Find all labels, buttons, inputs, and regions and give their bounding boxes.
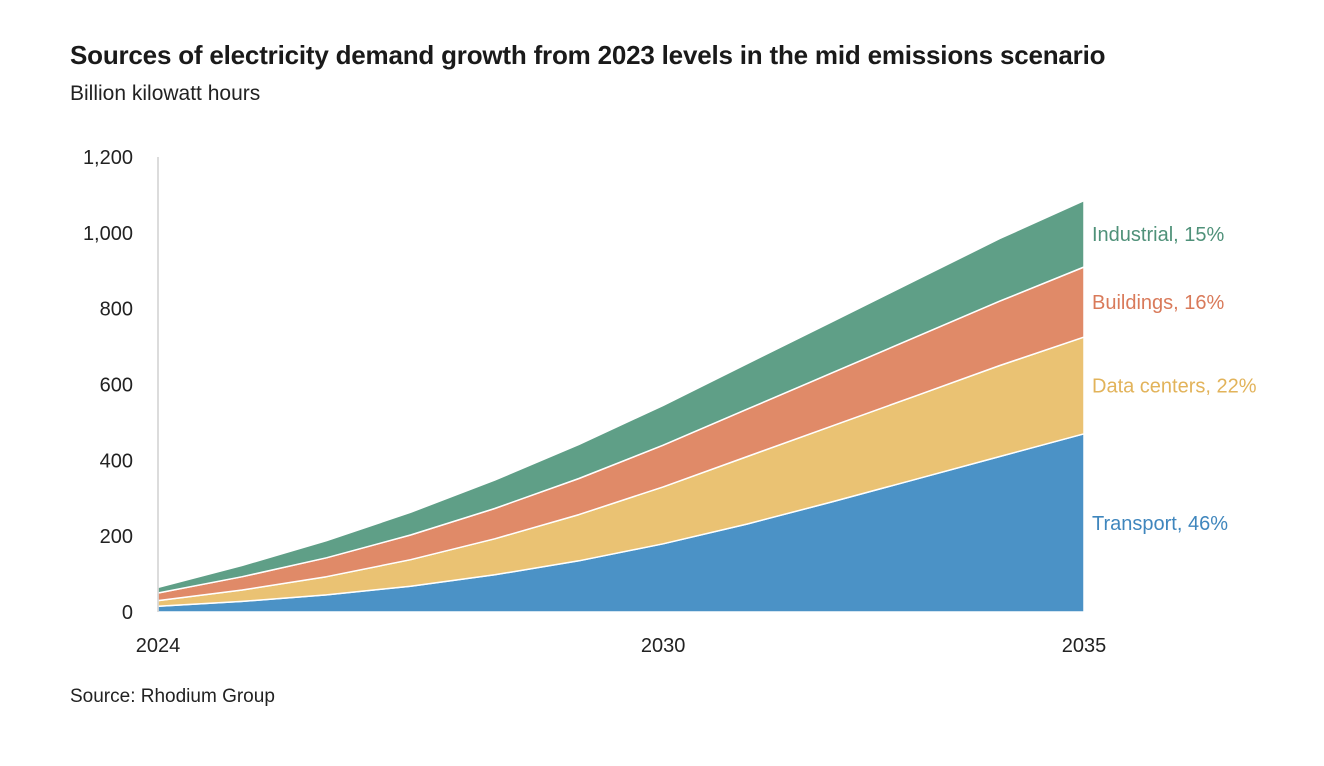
series-label-industrial: Industrial, 15% xyxy=(1092,224,1225,246)
y-tick-label: 1,000 xyxy=(83,223,133,245)
x-tick-label: 2030 xyxy=(641,635,686,657)
series-label-buildings: Buildings, 16% xyxy=(1092,292,1225,314)
y-tick-label: 400 xyxy=(100,450,133,472)
x-tick-label: 2035 xyxy=(1062,635,1107,657)
x-tick-label: 2024 xyxy=(136,635,181,657)
source-note: Source: Rhodium Group xyxy=(70,686,275,707)
x-axis-ticks: 2024 2030 2035 xyxy=(136,635,1107,657)
series-labels: Transport, 46% Data centers, 22% Buildings… xyxy=(1092,224,1257,535)
chart-subtitle: Billion kilowatt hours xyxy=(70,82,261,105)
chart-title: Sources of electricity demand growth fro… xyxy=(70,40,1106,70)
y-axis-ticks: 0 200 400 600 800 1,000 1,200 xyxy=(83,147,133,624)
y-tick-label: 600 xyxy=(100,375,133,397)
stacked-area-chart: 0 200 400 600 800 1,000 1,200 2024 2030 2035 Tra… xyxy=(83,147,1257,657)
y-tick-label: 200 xyxy=(100,526,133,548)
area-layers xyxy=(157,199,1085,613)
series-label-transport: Transport, 46% xyxy=(1092,513,1228,535)
series-label-data-centers: Data centers, 22% xyxy=(1092,375,1257,397)
y-tick-label: 800 xyxy=(100,299,133,321)
y-tick-label: 0 xyxy=(122,602,133,624)
area-industrial xyxy=(157,199,1085,594)
y-tick-label: 1,200 xyxy=(83,147,133,169)
